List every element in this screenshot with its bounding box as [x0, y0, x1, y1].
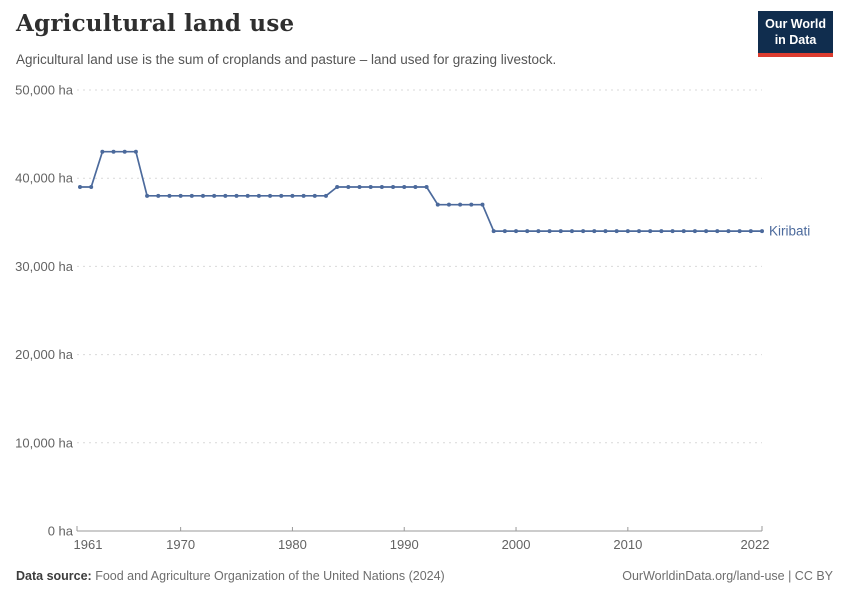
x-tick-label: 1970: [166, 537, 195, 552]
data-point[interactable]: [122, 149, 127, 154]
data-point[interactable]: [581, 229, 586, 234]
data-point[interactable]: [279, 193, 284, 198]
data-point[interactable]: [178, 193, 183, 198]
data-point[interactable]: [323, 193, 328, 198]
data-point[interactable]: [413, 185, 418, 190]
data-point[interactable]: [156, 193, 161, 198]
data-point[interactable]: [659, 229, 664, 234]
y-tick-label: 30,000 ha: [15, 259, 74, 274]
x-tick-label: 2022: [741, 537, 770, 552]
data-point[interactable]: [446, 202, 451, 207]
data-point[interactable]: [133, 149, 138, 154]
data-point[interactable]: [435, 202, 440, 207]
data-point[interactable]: [648, 229, 653, 234]
data-point[interactable]: [402, 185, 407, 190]
data-point[interactable]: [480, 202, 485, 207]
data-source-label: Data source:: [16, 569, 92, 583]
data-point[interactable]: [469, 202, 474, 207]
data-point[interactable]: [245, 193, 250, 198]
data-point[interactable]: [268, 193, 273, 198]
data-point[interactable]: [748, 229, 753, 234]
data-point[interactable]: [547, 229, 552, 234]
data-point[interactable]: [145, 193, 150, 198]
data-point[interactable]: [726, 229, 731, 234]
data-point[interactable]: [704, 229, 709, 234]
data-point[interactable]: [536, 229, 541, 234]
data-point[interactable]: [357, 185, 362, 190]
data-point[interactable]: [290, 193, 295, 198]
data-point[interactable]: [592, 229, 597, 234]
x-tick-label: 1990: [390, 537, 419, 552]
data-point[interactable]: [737, 229, 742, 234]
data-point[interactable]: [569, 229, 574, 234]
owid-logo[interactable]: Our World in Data: [758, 11, 833, 57]
data-source-text: Food and Agriculture Organization of the…: [91, 569, 445, 583]
data-point[interactable]: [692, 229, 697, 234]
data-point[interactable]: [256, 193, 261, 198]
y-tick-label: 40,000 ha: [15, 171, 74, 186]
entity-label[interactable]: Kiribati: [769, 224, 810, 239]
page-title: Agricultural land use: [16, 10, 295, 37]
data-point[interactable]: [335, 185, 340, 190]
data-point[interactable]: [234, 193, 239, 198]
data-point[interactable]: [368, 185, 373, 190]
chart-footer: Data source: Food and Agriculture Organi…: [16, 569, 833, 583]
y-tick-label: 10,000 ha: [15, 435, 74, 450]
owid-logo-line2: in Data: [774, 33, 817, 48]
y-tick-label: 50,000 ha: [15, 83, 74, 98]
data-point[interactable]: [100, 149, 105, 154]
data-point[interactable]: [346, 185, 351, 190]
x-tick-label: 2010: [613, 537, 642, 552]
data-source: Data source: Food and Agriculture Organi…: [16, 569, 445, 583]
data-point[interactable]: [89, 185, 94, 190]
data-point[interactable]: [614, 229, 619, 234]
data-point[interactable]: [312, 193, 317, 198]
owid-link[interactable]: OurWorldinData.org/land-use | CC BY: [622, 569, 833, 583]
data-point[interactable]: [625, 229, 630, 234]
data-point[interactable]: [681, 229, 686, 234]
owid-logo-line1: Our World: [765, 17, 826, 31]
data-point[interactable]: [715, 229, 720, 234]
x-tick-label: 1961: [74, 537, 103, 552]
data-point[interactable]: [458, 202, 463, 207]
data-point[interactable]: [189, 193, 194, 198]
data-point[interactable]: [212, 193, 217, 198]
data-line[interactable]: [80, 150, 762, 232]
chart-subtitle: Agricultural land use is the sum of crop…: [16, 52, 557, 67]
data-point[interactable]: [379, 185, 384, 190]
data-point[interactable]: [558, 229, 563, 234]
data-point[interactable]: [200, 193, 205, 198]
data-point[interactable]: [491, 229, 496, 234]
data-point[interactable]: [424, 185, 429, 190]
data-point[interactable]: [391, 185, 396, 190]
data-point[interactable]: [525, 229, 530, 234]
x-tick-label: 1980: [278, 537, 307, 552]
data-point[interactable]: [760, 229, 764, 234]
data-point[interactable]: [637, 229, 642, 234]
data-point[interactable]: [111, 149, 116, 154]
data-point[interactable]: [502, 229, 507, 234]
data-point[interactable]: [167, 193, 172, 198]
data-point[interactable]: [301, 193, 306, 198]
data-point[interactable]: [603, 229, 608, 234]
data-point[interactable]: [78, 185, 82, 190]
y-tick-label: 20,000 ha: [15, 347, 74, 362]
data-point[interactable]: [223, 193, 228, 198]
y-tick-label: 0 ha: [48, 524, 74, 539]
data-point[interactable]: [670, 229, 675, 234]
data-point[interactable]: [514, 229, 519, 234]
x-tick-label: 2000: [502, 537, 531, 552]
